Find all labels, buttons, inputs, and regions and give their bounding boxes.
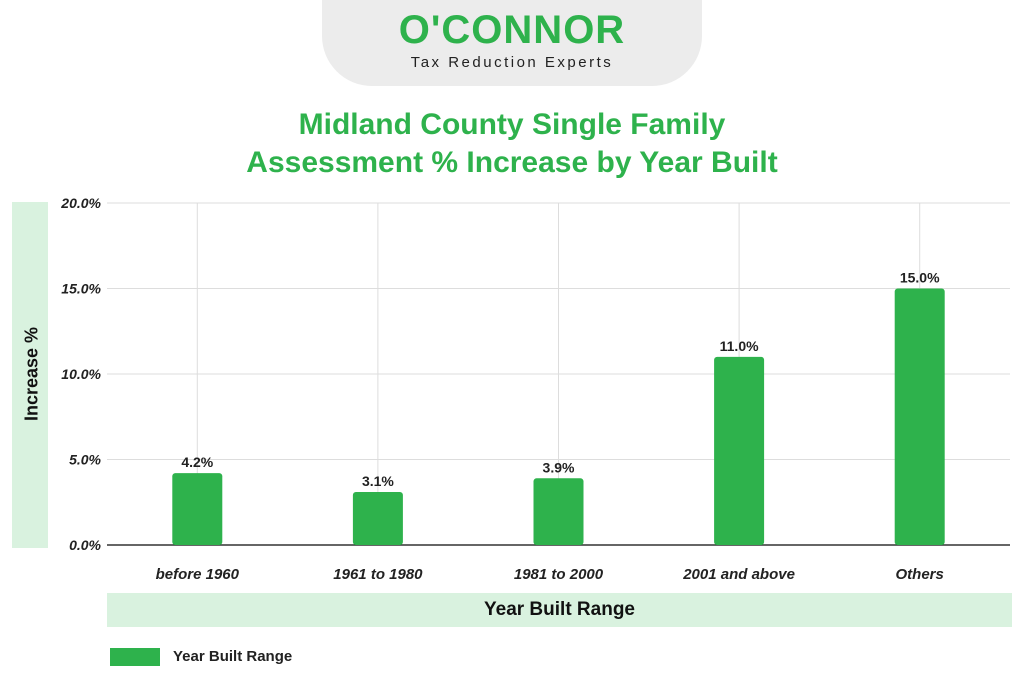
bar [172,473,223,545]
chart-title-line-2: Assessment % Increase by Year Built [246,146,778,179]
logo-banner: O'CONNOR Tax Reduction Experts [322,0,702,86]
y-tick-label: 10.0% [61,366,101,382]
bar-value-label: 15.0% [900,270,940,286]
chart-title: Midland County Single Family Assessment … [0,106,1024,182]
y-tick-label: 20.0% [60,195,101,211]
logo-name: O'CONNOR [398,8,626,52]
logo-tagline: Tax Reduction Experts [410,54,614,71]
x-tick-label: 1961 to 1980 [333,566,423,583]
bar-value-label: 4.2% [181,454,213,470]
y-tick-label: 5.0% [69,452,101,468]
x-tick-label: Others [896,566,944,583]
legend-label: Year Built Range [173,648,293,665]
bar [533,478,584,545]
y-tick-label: 0.0% [69,537,101,553]
bar-value-label: 3.1% [362,473,394,489]
bar-value-label: 3.9% [543,459,575,475]
bar [894,288,945,545]
x-tick-label: 2001 and above [682,566,795,583]
bar [714,356,765,545]
x-axis-label-band [107,593,1012,627]
y-tick-label: 15.0% [61,281,101,297]
bar-value-label: 11.0% [720,338,759,354]
chart-title-line-1: Midland County Single Family [298,108,726,141]
x-tick-label: before 1960 [156,566,240,583]
legend-swatch [110,648,160,666]
bar [352,491,403,545]
x-axis-label: Year Built Range [484,599,635,620]
y-axis-label-band [12,202,48,548]
x-tick-label: 1981 to 2000 [514,566,604,583]
